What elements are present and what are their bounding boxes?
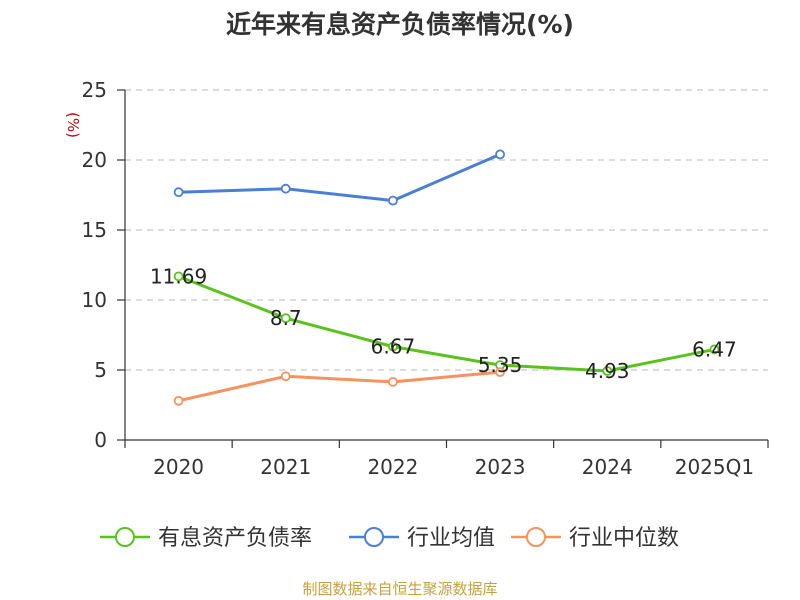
y-tick-label: 20 bbox=[82, 148, 107, 172]
data-point[interactable] bbox=[388, 376, 398, 387]
legend-item-2[interactable]: 行业中位数 bbox=[511, 526, 679, 551]
y-tick-label: 10 bbox=[82, 288, 107, 312]
y-tick-label: 0 bbox=[94, 428, 107, 452]
legend-item-0[interactable]: 有息资产负债率 bbox=[100, 526, 312, 551]
legend[interactable]: 有息资产负债率 行业均值 行业中位数 bbox=[100, 526, 679, 551]
legend-label: 行业均值 bbox=[407, 526, 495, 551]
chart-title: 近年来有息资产负债率情况(%) bbox=[226, 10, 574, 39]
series-line bbox=[178, 274, 715, 373]
grid-lines bbox=[125, 89, 768, 371]
x-tick-label: 2023 bbox=[475, 455, 526, 479]
legend-marker bbox=[526, 527, 546, 547]
x-tick-label: 2024 bbox=[582, 455, 633, 479]
series-1 bbox=[173, 149, 505, 206]
legend-label: 有息资产负债率 bbox=[158, 526, 312, 551]
series-line bbox=[178, 153, 501, 203]
legend-item-1[interactable]: 行业均值 bbox=[349, 526, 495, 551]
data-point[interactable] bbox=[280, 371, 291, 382]
source-note: 制图数据来自恒生聚源数据库 bbox=[302, 580, 497, 598]
data-label: 6.67 bbox=[371, 335, 416, 359]
data-label: 11.69 bbox=[150, 264, 207, 288]
x-tick-label: 2025Q1 bbox=[675, 455, 754, 479]
data-labels: 11.69 8.7 6.67 5.35 4.93 6.47 bbox=[150, 264, 737, 383]
legend-marker bbox=[115, 527, 135, 547]
legend-label: 行业中位数 bbox=[569, 526, 679, 551]
data-point[interactable] bbox=[495, 149, 505, 160]
data-label: 6.47 bbox=[692, 337, 737, 361]
x-tick-label: 2021 bbox=[260, 455, 311, 479]
data-point[interactable] bbox=[173, 395, 184, 406]
y-tick-label: 5 bbox=[94, 358, 107, 382]
data-point[interactable] bbox=[602, 366, 613, 376]
data-point[interactable] bbox=[388, 195, 398, 206]
y-axis-label: (%) bbox=[64, 112, 82, 138]
series-layer bbox=[173, 149, 720, 406]
axes: 0 5 10 15 20 25 2020 2021 2022 2023 2024 2025Q1 bbox=[82, 78, 769, 479]
y-tick-label: 15 bbox=[82, 218, 107, 242]
data-label: 5.35 bbox=[478, 353, 523, 377]
x-tick-label: 2020 bbox=[153, 455, 204, 479]
data-point[interactable] bbox=[709, 344, 720, 355]
data-point[interactable] bbox=[388, 341, 398, 352]
y-tick-label: 25 bbox=[82, 78, 107, 102]
series-line bbox=[178, 370, 501, 403]
data-label: 4.93 bbox=[585, 359, 630, 383]
x-tick-label: 2022 bbox=[367, 455, 418, 479]
series-2 bbox=[173, 367, 505, 406]
data-point[interactable] bbox=[495, 367, 505, 378]
data-point[interactable] bbox=[280, 183, 291, 194]
legend-marker bbox=[364, 527, 384, 547]
data-point[interactable] bbox=[280, 313, 291, 324]
data-point[interactable] bbox=[173, 271, 184, 282]
data-label: 8.7 bbox=[270, 306, 302, 330]
series-0 bbox=[173, 271, 720, 376]
data-point[interactable] bbox=[173, 187, 184, 198]
